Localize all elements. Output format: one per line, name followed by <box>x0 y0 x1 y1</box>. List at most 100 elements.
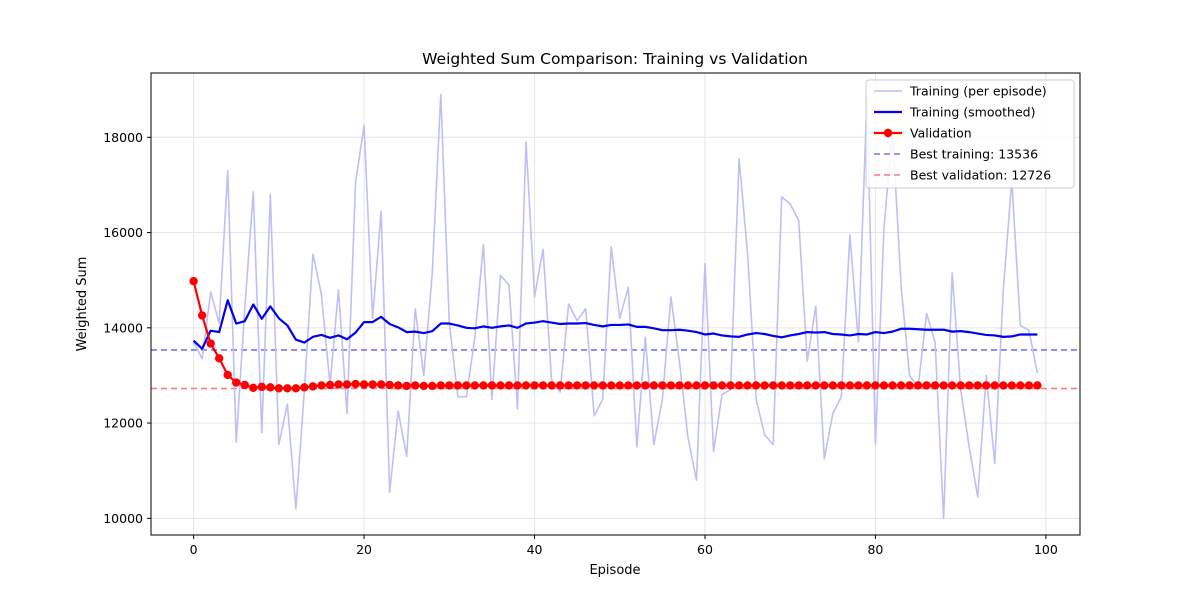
validation-point <box>504 381 514 390</box>
x-tick-label: 40 <box>527 542 543 557</box>
validation-point <box>743 381 752 390</box>
validation-point <box>1033 381 1042 390</box>
validation-series <box>189 276 1042 393</box>
validation-point <box>939 381 948 390</box>
validation-point <box>496 381 505 390</box>
validation-point <box>820 381 829 390</box>
y-tick-label: 10000 <box>103 511 143 526</box>
validation-point <box>1007 381 1017 390</box>
validation-point <box>351 379 360 389</box>
validation-point <box>223 370 232 380</box>
plot-area-frame <box>150 72 1081 536</box>
legend-label: Best training: 13536 <box>910 147 1038 162</box>
validation-point <box>666 381 676 390</box>
x-axis-label: Episode <box>589 563 640 578</box>
validation-point <box>453 381 463 390</box>
validation-point <box>428 381 437 391</box>
validation-point <box>1024 381 1034 390</box>
validation-point <box>300 383 309 392</box>
legend: Training (per episode) Training (smoothed… <box>865 79 1075 189</box>
validation-point <box>607 381 616 390</box>
validation-point <box>683 381 693 390</box>
y-tick-label: 18000 <box>103 130 143 145</box>
validation-point <box>786 381 795 390</box>
y-tick-label: 14000 <box>103 320 143 335</box>
validation-point <box>709 381 718 390</box>
validation-point <box>564 381 573 390</box>
validation-point <box>232 378 241 387</box>
validation-point <box>930 381 940 390</box>
validation-point <box>956 381 965 390</box>
validation-point <box>402 381 411 391</box>
validation-point <box>922 381 931 390</box>
validation-point <box>965 381 974 390</box>
legend-label: Validation <box>910 126 972 141</box>
validation-point <box>445 381 454 390</box>
validation-point <box>871 381 880 390</box>
validation-point <box>700 381 710 390</box>
validation-point <box>325 380 335 390</box>
validation-point <box>249 383 258 393</box>
validation-point <box>658 381 667 390</box>
legend-entry-training-smoothed: Training (smoothed) <box>874 105 1035 120</box>
validation-point <box>359 380 369 389</box>
validation-point <box>845 381 855 390</box>
validation-point <box>317 381 326 390</box>
validation-point <box>896 381 906 390</box>
validation-point <box>283 384 292 393</box>
validation-point <box>589 381 599 390</box>
validation-point <box>598 381 607 390</box>
validation-point <box>624 381 633 390</box>
validation-point <box>479 381 488 390</box>
validation-point <box>990 381 999 390</box>
legend-label: Training (per episode) <box>909 84 1047 99</box>
x-tick-label: 0 <box>190 542 198 557</box>
validation-point <box>1016 381 1025 390</box>
validation-point <box>189 276 198 286</box>
legend-box <box>865 79 1075 189</box>
validation-point <box>411 381 420 390</box>
validation-point <box>794 381 803 390</box>
validation-point <box>419 381 428 391</box>
validation-point <box>811 381 820 390</box>
validation-point <box>649 381 659 390</box>
validation-point <box>760 381 769 390</box>
validation-point <box>726 381 735 390</box>
validation-point <box>547 381 556 390</box>
validation-point <box>717 381 727 390</box>
validation-point <box>513 381 522 390</box>
training-smoothed-series <box>192 299 1038 350</box>
validation-point <box>675 381 684 390</box>
validation-point <box>751 381 761 390</box>
validation-point <box>214 354 224 363</box>
legend-entry-best-training: Best training: 13536 <box>874 147 1038 162</box>
validation-point <box>436 381 445 390</box>
validation-point <box>947 381 957 390</box>
validation-point <box>257 382 266 392</box>
validation-point <box>197 311 207 320</box>
x-tick-label: 100 <box>1034 542 1058 557</box>
validation-point <box>334 380 343 389</box>
validation-point <box>470 381 480 390</box>
validation-point <box>342 380 352 389</box>
validation-point <box>828 381 838 390</box>
x-tick-label: 80 <box>867 542 883 557</box>
validation-point <box>538 381 548 390</box>
legend-label: Best validation: 12726 <box>910 168 1051 183</box>
legend-label: Training (smoothed) <box>909 105 1035 120</box>
validation-point <box>973 381 982 390</box>
validation-point <box>905 381 914 390</box>
validation-point <box>462 381 471 390</box>
validation-point <box>308 382 318 391</box>
validation-point <box>862 381 872 390</box>
validation-point <box>274 384 284 393</box>
validation-point <box>385 380 394 390</box>
validation-point <box>854 381 863 390</box>
validation-point <box>615 381 624 390</box>
validation-point <box>376 380 386 389</box>
validation-point <box>999 381 1008 390</box>
validation-point <box>913 381 923 390</box>
y-axis-label: Weighted Sum <box>75 257 90 352</box>
legend-entry-best-validation: Best validation: 12726 <box>874 168 1051 183</box>
validation-point <box>692 381 701 390</box>
